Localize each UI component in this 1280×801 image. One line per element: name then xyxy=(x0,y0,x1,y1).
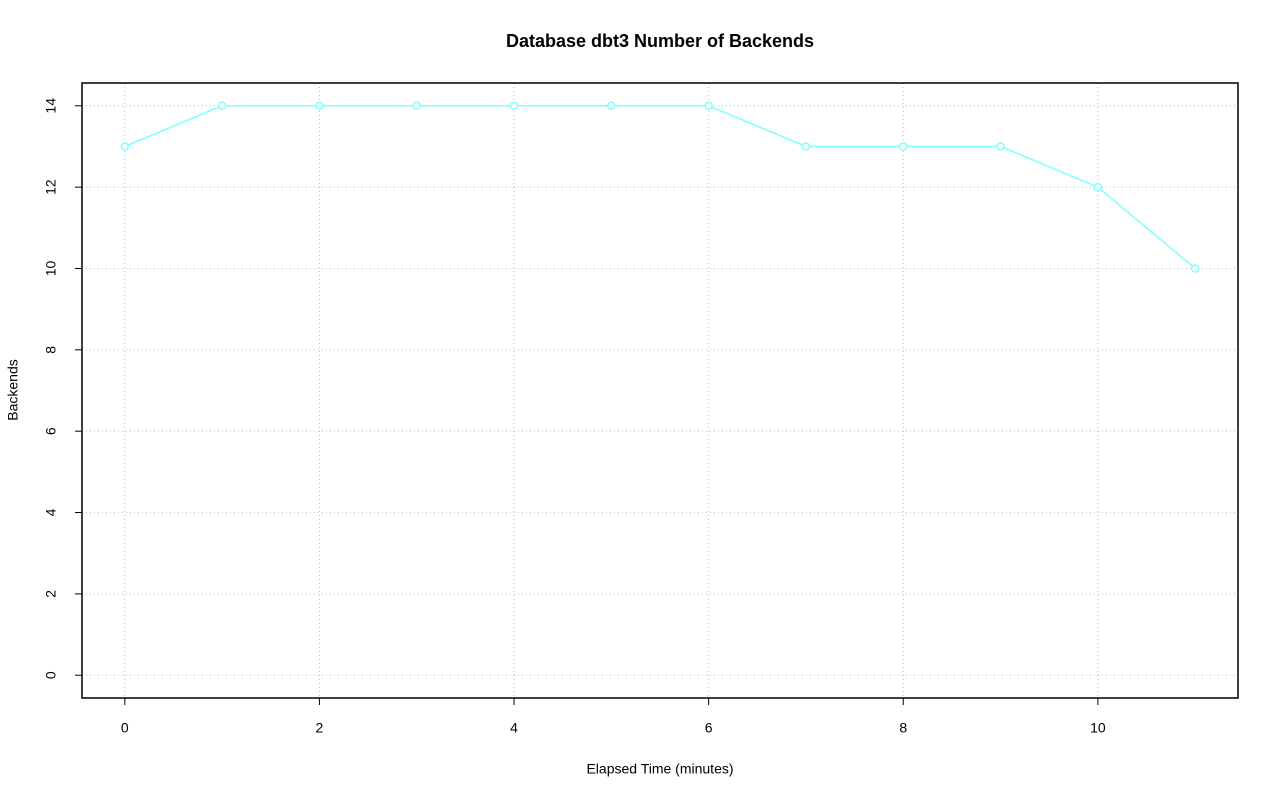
x-tick-label: 4 xyxy=(510,720,518,736)
y-tick-label: 6 xyxy=(43,427,59,435)
y-tick-label: 12 xyxy=(43,179,59,195)
plot-frame xyxy=(81,82,1239,699)
data-point xyxy=(509,101,519,111)
data-point xyxy=(217,101,227,111)
data-point xyxy=(1190,264,1200,273)
data-point xyxy=(607,101,616,111)
data-point xyxy=(1093,182,1103,192)
data-point xyxy=(996,142,1005,151)
y-tick-label: 2 xyxy=(43,590,59,598)
data-point xyxy=(899,142,908,151)
data-point xyxy=(801,142,811,151)
x-tick-label: 2 xyxy=(316,720,324,736)
data-point xyxy=(704,101,713,111)
x-tick-label: 0 xyxy=(121,720,129,736)
chart-title: Database dbt3 Number of Backends xyxy=(506,31,814,51)
x-tick-label: 10 xyxy=(1090,720,1106,736)
series-line xyxy=(124,105,1196,270)
x-tick-label: 8 xyxy=(899,720,907,736)
y-axis-label: Backends xyxy=(5,359,21,420)
data-point xyxy=(412,101,421,111)
data-point xyxy=(315,101,324,111)
y-tick-label: 8 xyxy=(43,346,59,354)
y-tick-label: 14 xyxy=(43,98,59,114)
data-point xyxy=(120,142,130,151)
y-tick-label: 4 xyxy=(43,508,59,516)
y-tick-label: 10 xyxy=(43,260,59,276)
x-tick-label: 6 xyxy=(705,720,713,736)
y-tick-label: 0 xyxy=(43,671,59,679)
x-axis-label: Elapsed Time (minutes) xyxy=(586,761,733,777)
